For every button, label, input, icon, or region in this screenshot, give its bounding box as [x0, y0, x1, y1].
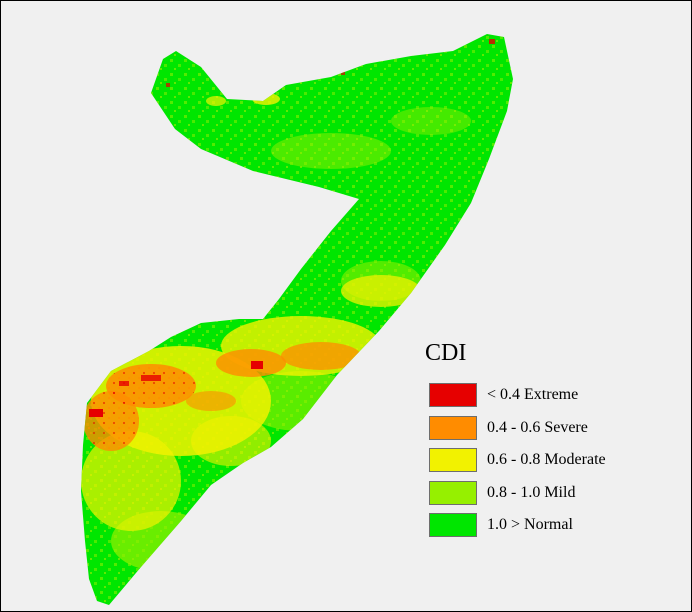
legend-swatch — [429, 415, 477, 440]
legend-label: 0.8 - 1.0 Mild — [487, 483, 576, 501]
legend-label: 0.6 - 0.8 Moderate — [487, 451, 606, 468]
map-legend: CDI < 0.4 Extreme 0.4 - 0.6 Severe 0.6 - 0… — [425, 339, 606, 546]
legend-swatch — [429, 383, 477, 407]
legend-label: 1.0 > Normal — [487, 516, 573, 533]
legend-item: 0.6 - 0.8 Moderate — [425, 448, 606, 472]
legend-swatch — [429, 513, 477, 537]
legend-items: < 0.4 Extreme 0.4 - 0.6 Severe 0.6 - 0.8 M… — [425, 383, 606, 537]
legend-item: 0.4 - 0.6 Severe — [425, 415, 606, 440]
legend-item: 0.8 - 1.0 Mild — [425, 480, 606, 505]
legend-label: 0.4 - 0.6 Severe — [487, 418, 588, 436]
legend-item: < 0.4 Extreme — [425, 383, 606, 407]
legend-label: < 0.4 Extreme — [487, 386, 579, 403]
legend-swatch — [429, 480, 477, 505]
legend-swatch — [429, 448, 477, 472]
legend-item: 1.0 > Normal — [425, 513, 606, 537]
legend-title: CDI — [425, 340, 467, 366]
